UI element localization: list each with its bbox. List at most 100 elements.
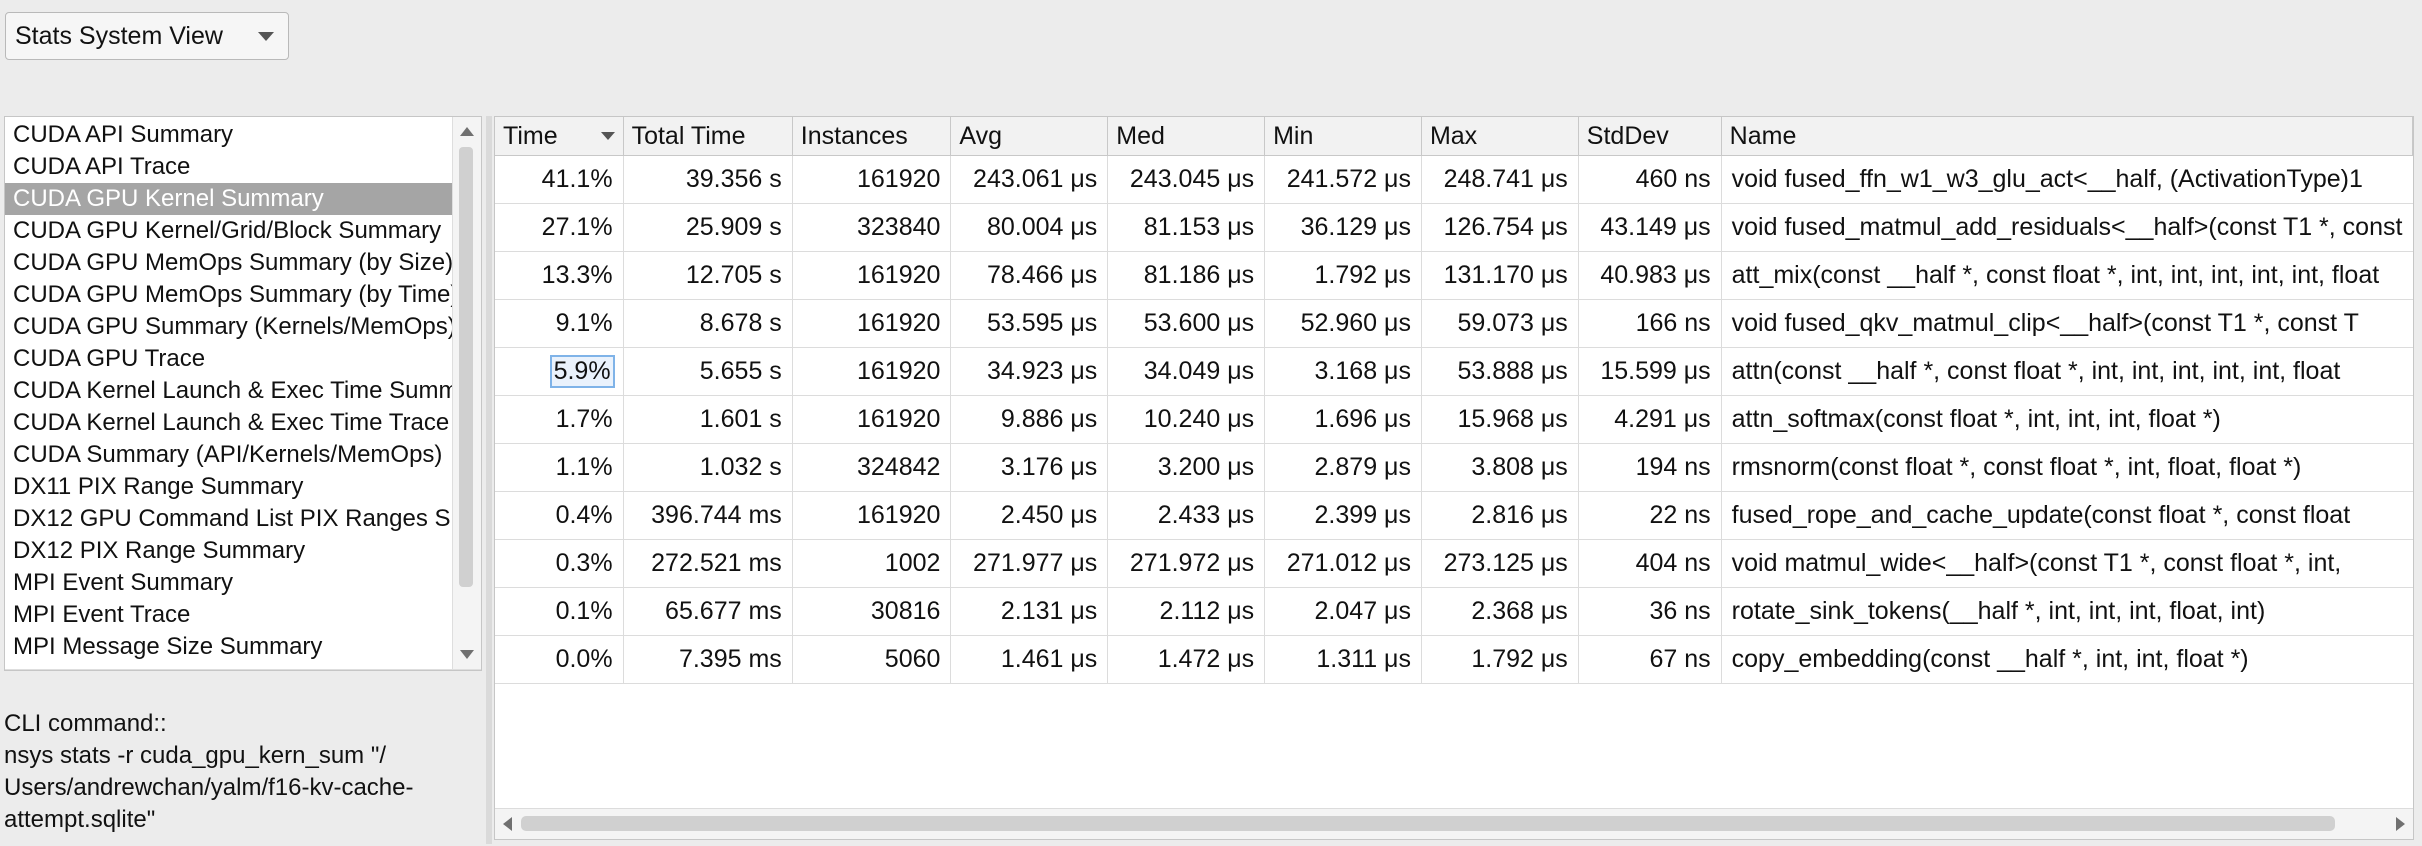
table-cell[interactable]: 396.744 ms xyxy=(623,491,793,540)
stats-view-dropdown[interactable]: Stats System View xyxy=(5,12,289,60)
table-cell[interactable]: 15.968 μs xyxy=(1421,395,1579,444)
table-cell[interactable]: 7.395 ms xyxy=(623,635,793,684)
pane-splitter[interactable] xyxy=(486,116,492,844)
table-cell[interactable]: 2.131 μs xyxy=(950,587,1109,636)
table-cell[interactable]: 0.1% xyxy=(495,587,624,636)
table-cell[interactable]: 5.9% xyxy=(495,347,624,396)
table-cell[interactable]: 1.1% xyxy=(495,443,624,492)
table-cell[interactable]: 161920 xyxy=(792,299,952,348)
report-list-item[interactable]: CUDA GPU MemOps Summary (by Size) xyxy=(13,249,454,276)
table-row[interactable]: 9.1% 8.678 s 161920 53.595 μs 53.600 μs 52.96… xyxy=(495,299,2413,348)
column-header-stddev[interactable]: StdDev xyxy=(1578,117,1722,156)
table-cell[interactable]: void fused_ffn_w1_w3_glu_act<__half, (Ac… xyxy=(1721,155,2413,204)
table-cell[interactable]: attn_softmax(const float *, int, int, in… xyxy=(1721,395,2413,444)
table-cell[interactable]: 248.741 μs xyxy=(1421,155,1579,204)
table-cell[interactable]: 2.399 μs xyxy=(1264,491,1422,540)
column-header-med[interactable]: Med xyxy=(1107,117,1266,156)
table-row[interactable]: 0.1% 65.677 ms 30816 2.131 μs 2.112 μs 2.047 … xyxy=(495,587,2413,636)
table-cell[interactable]: 81.186 μs xyxy=(1107,251,1266,300)
table-cell[interactable]: 34.049 μs xyxy=(1107,347,1266,396)
report-list-item[interactable]: CUDA GPU Trace xyxy=(13,345,206,372)
table-cell[interactable]: 404 ns xyxy=(1578,539,1722,588)
report-list-item[interactable]: MPI Event Summary xyxy=(13,569,234,596)
report-list-vertical-scrollbar[interactable] xyxy=(452,117,481,669)
table-cell[interactable]: 1.696 μs xyxy=(1264,395,1422,444)
table-cell[interactable]: copy_embedding(const __half *, int, int,… xyxy=(1721,635,2413,684)
table-cell[interactable]: 1.792 μs xyxy=(1421,635,1579,684)
table-cell[interactable]: 272.521 ms xyxy=(623,539,793,588)
table-row[interactable]: 41.1% 39.356 s 161920 243.061 μs 243.045 μs 2… xyxy=(495,155,2413,204)
table-cell[interactable]: 166 ns xyxy=(1578,299,1722,348)
table-cell[interactable]: void fused_matmul_add_residuals<__half>(… xyxy=(1721,203,2413,252)
table-cell[interactable]: 36 ns xyxy=(1578,587,1722,636)
report-list-item[interactable]: CUDA API Summary xyxy=(13,121,234,148)
table-cell[interactable]: 241.572 μs xyxy=(1264,155,1422,204)
report-list-item[interactable]: CUDA Kernel Launch & Exec Time Summary xyxy=(13,377,455,404)
table-cell[interactable]: 5060 xyxy=(792,635,952,684)
table-cell[interactable]: 9.1% xyxy=(495,299,624,348)
table-cell[interactable]: 53.888 μs xyxy=(1421,347,1579,396)
column-header-instances[interactable]: Instances xyxy=(792,117,952,156)
report-list-item[interactable]: CUDA GPU Kernel Summary xyxy=(5,183,455,215)
table-row[interactable]: 1.1% 1.032 s 324842 3.176 μs 3.200 μs 2.879 μ… xyxy=(495,443,2413,492)
report-list-item[interactable]: DX12 PIX Range Summary xyxy=(13,537,306,564)
table-cell[interactable]: 243.045 μs xyxy=(1107,155,1266,204)
table-cell[interactable]: rmsnorm(const float *, const float *, in… xyxy=(1721,443,2413,492)
report-list-item[interactable]: CUDA GPU MemOps Summary (by Time) xyxy=(13,281,455,308)
table-cell[interactable]: void fused_qkv_matmul_clip<__half>(const… xyxy=(1721,299,2413,348)
table-cell[interactable]: 80.004 μs xyxy=(950,203,1109,252)
table-cell[interactable]: 2.368 μs xyxy=(1421,587,1579,636)
table-cell[interactable]: fused_rope_and_cache_update(const float … xyxy=(1721,491,2413,540)
table-cell[interactable]: 67 ns xyxy=(1578,635,1722,684)
report-list-item[interactable]: MPI Message Size Summary xyxy=(13,633,323,660)
table-cell[interactable]: 3.168 μs xyxy=(1264,347,1422,396)
scrollbar-thumb[interactable] xyxy=(521,816,2335,831)
column-header-time[interactable]: Time xyxy=(495,117,624,156)
table-cell[interactable]: 131.170 μs xyxy=(1421,251,1579,300)
table-cell[interactable]: 271.012 μs xyxy=(1264,539,1422,588)
table-cell[interactable]: 59.073 μs xyxy=(1421,299,1579,348)
report-list-horizontal-scrollbar[interactable] xyxy=(5,669,481,670)
table-cell[interactable]: 22 ns xyxy=(1578,491,1722,540)
table-cell[interactable]: 2.879 μs xyxy=(1264,443,1422,492)
table-cell[interactable]: 161920 xyxy=(792,155,952,204)
table-cell[interactable]: 2.047 μs xyxy=(1264,587,1422,636)
table-horizontal-scrollbar[interactable] xyxy=(495,808,2413,839)
table-cell[interactable]: 271.972 μs xyxy=(1107,539,1266,588)
table-cell[interactable]: 27.1% xyxy=(495,203,624,252)
report-list-item[interactable]: CUDA Kernel Launch & Exec Time Trace xyxy=(13,409,450,436)
table-cell[interactable]: 41.1% xyxy=(495,155,624,204)
table-cell[interactable]: 10.240 μs xyxy=(1107,395,1266,444)
table-cell[interactable]: 3.176 μs xyxy=(950,443,1109,492)
table-cell[interactable]: 25.909 s xyxy=(623,203,793,252)
table-row[interactable]: 0.0% 7.395 ms 5060 1.461 μs 1.472 μs 1.311 μs… xyxy=(495,635,2413,684)
table-cell[interactable]: 323840 xyxy=(792,203,952,252)
table-row[interactable]: 5.9% 5.655 s 161920 34.923 μs 34.049 μs 3.168… xyxy=(495,347,2413,396)
column-header-max[interactable]: Max xyxy=(1421,117,1579,156)
table-cell[interactable]: 271.977 μs xyxy=(950,539,1109,588)
table-row[interactable]: 0.3% 272.521 ms 1002 271.977 μs 271.972 μs 27… xyxy=(495,539,2413,588)
table-cell[interactable]: 2.433 μs xyxy=(1107,491,1266,540)
table-cell[interactable]: 52.960 μs xyxy=(1264,299,1422,348)
table-cell[interactable]: 8.678 s xyxy=(623,299,793,348)
report-list-item[interactable]: DX11 PIX Range Summary xyxy=(13,473,304,500)
table-cell[interactable]: 2.450 μs xyxy=(950,491,1109,540)
table-cell[interactable]: 34.923 μs xyxy=(950,347,1109,396)
table-cell[interactable]: 15.599 μs xyxy=(1578,347,1722,396)
table-cell[interactable]: 460 ns xyxy=(1578,155,1722,204)
scroll-left-arrow-icon[interactable] xyxy=(503,817,512,831)
table-cell[interactable]: 0.3% xyxy=(495,539,624,588)
table-cell[interactable]: 9.886 μs xyxy=(950,395,1109,444)
table-cell[interactable]: 324842 xyxy=(792,443,952,492)
table-cell[interactable]: 39.356 s xyxy=(623,155,793,204)
table-cell[interactable]: 4.291 μs xyxy=(1578,395,1722,444)
table-cell[interactable]: 13.3% xyxy=(495,251,624,300)
table-cell[interactable]: 273.125 μs xyxy=(1421,539,1579,588)
column-header-avg[interactable]: Avg xyxy=(950,117,1109,156)
table-cell[interactable]: 2.112 μs xyxy=(1107,587,1266,636)
report-list-item[interactable]: CUDA GPU Summary (Kernels/MemOps) xyxy=(13,313,455,340)
table-cell[interactable]: 5.655 s xyxy=(623,347,793,396)
table-cell[interactable]: rotate_sink_tokens(__half *, int, int, i… xyxy=(1721,587,2413,636)
report-list-item[interactable]: CUDA GPU Kernel/Grid/Block Summary xyxy=(13,217,442,244)
table-cell[interactable]: 53.595 μs xyxy=(950,299,1109,348)
